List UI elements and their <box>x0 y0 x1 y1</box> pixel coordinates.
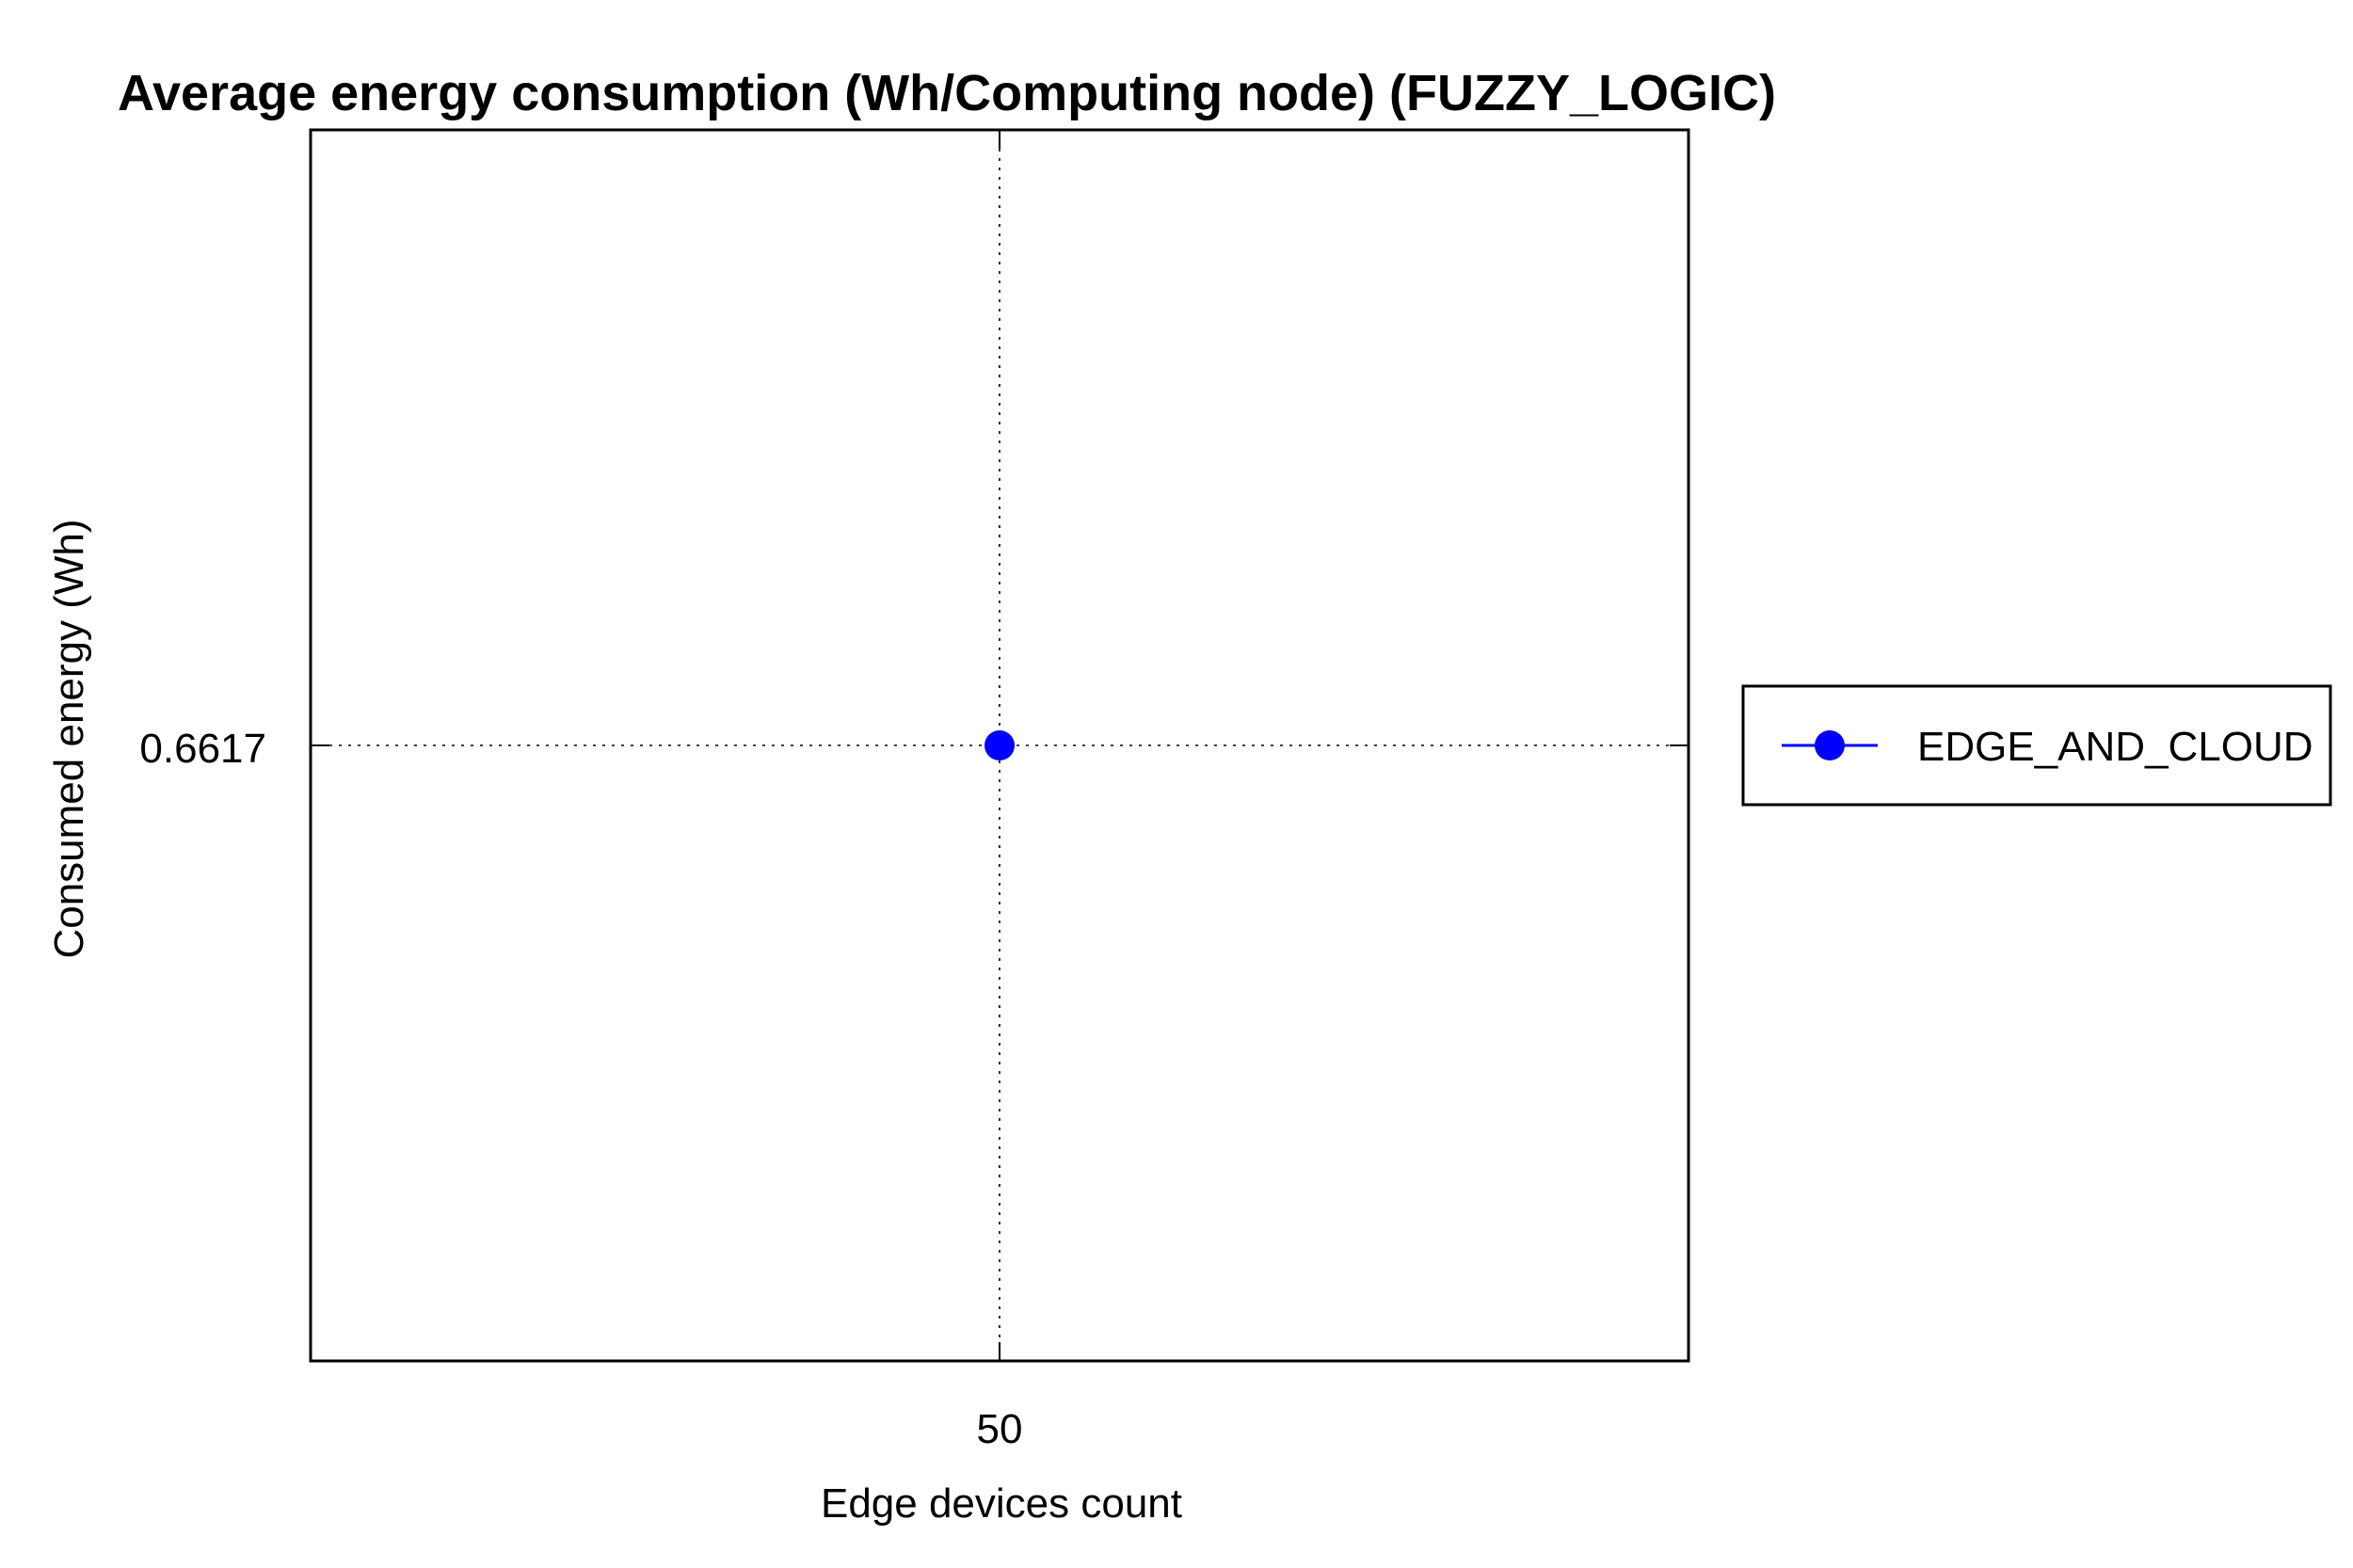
x-axis-label: Edge devices count <box>821 1480 1182 1527</box>
x-tick-label: 50 <box>977 1406 1023 1452</box>
legend: EDGE_AND_CLOUD <box>1741 684 2332 807</box>
series-layer <box>984 730 1015 760</box>
plot-area <box>309 128 1690 1363</box>
y-tick-label: 0.6617 <box>139 726 266 772</box>
legend-label: EDGE_AND_CLOUD <box>1917 724 2313 770</box>
chart-title: Average energy consumption (Wh/Computing… <box>118 65 1776 121</box>
data-point <box>984 730 1015 760</box>
y-axis-label: Consumed energy (Wh) <box>46 519 92 958</box>
legend-marker <box>1815 730 1845 760</box>
